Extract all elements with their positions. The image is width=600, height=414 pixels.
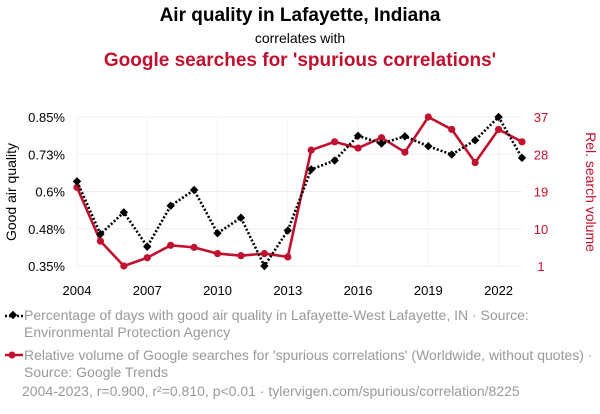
- series-search-volume-point: [260, 249, 268, 258]
- series-air-quality-line: [75, 115, 524, 268]
- y-axis-label-right: Rel. search volume: [583, 132, 599, 252]
- chart-title: Air quality in Lafayette, Indiana: [159, 5, 441, 26]
- series-search-volume-point: [190, 243, 198, 251]
- series-layer: [72, 112, 527, 271]
- y-tick-label-left: 0.48%: [28, 222, 65, 237]
- series-search-volume-point: [354, 144, 362, 152]
- x-tick-label: 2010: [203, 283, 232, 298]
- series-air-quality-point: [213, 229, 222, 238]
- series-search-volume-point: [471, 158, 479, 167]
- series-air-quality-point: [119, 208, 129, 217]
- series-air-quality-point: [424, 142, 433, 151]
- series-air-quality-point: [283, 226, 292, 235]
- legend-label-air-quality: Percentage of days with good air quality…: [24, 307, 529, 340]
- series-air-quality-point: [260, 261, 269, 271]
- x-tick-label: 2016: [344, 283, 373, 298]
- series-search-volume-point: [284, 253, 292, 261]
- series-air-quality-point: [72, 177, 82, 186]
- series-air-quality-point: [400, 132, 410, 141]
- series-search-volume-point: [307, 146, 315, 154]
- chart-subtitle: correlates with: [254, 30, 346, 46]
- x-tick-label: 2022: [484, 283, 513, 298]
- series-air-quality-point: [166, 201, 175, 211]
- x-tick-label: 2004: [63, 283, 92, 298]
- x-tick-label: 2019: [414, 283, 443, 298]
- series-air-quality-point: [377, 139, 386, 148]
- series-air-quality-point: [494, 112, 503, 122]
- series-search-volume-point: [167, 241, 175, 249]
- y-tick-label-right: 19: [534, 185, 548, 200]
- series-air-quality-point: [96, 229, 105, 239]
- y-tick-label-right: 28: [534, 147, 548, 162]
- series-air-quality-point: [307, 165, 316, 174]
- series-air-quality-point: [330, 156, 339, 165]
- chart-title-secondary: Google searches for 'spurious correlatio…: [103, 50, 497, 71]
- series-search-volume-point: [424, 113, 432, 121]
- y-axis-label-left: Good air quality: [3, 143, 19, 241]
- y-tick-label-right: 1: [537, 259, 544, 274]
- series-search-volume-point: [143, 254, 151, 262]
- x-tick-label: 2007: [133, 283, 162, 298]
- series-search-volume-point: [448, 125, 456, 134]
- y-tick-label-left: 0.85%: [28, 110, 65, 125]
- series-air-quality-point: [189, 185, 199, 195]
- y-tick-label-right: 10: [534, 222, 548, 237]
- legend-swatch-solid-circle: [5, 351, 23, 359]
- y-tick-label-left: 0.35%: [28, 259, 65, 274]
- series-air-quality-point: [470, 136, 480, 145]
- axis-ticks: 0.35% 0.48% 0.6% 0.73% 0.85% 1 10 19 28 37 2004 200…: [28, 110, 548, 298]
- grid-lines: [76, 116, 522, 267]
- series-search-volume-point: [494, 125, 503, 134]
- series-search-volume-point: [120, 262, 128, 270]
- series-search-volume-point: [377, 134, 386, 142]
- y-tick-label-left: 0.73%: [28, 147, 65, 162]
- series-search-volume-point: [331, 138, 339, 146]
- legend-label-search-volume: Relative volume of Google searches for '…: [24, 347, 593, 380]
- series-search-volume-point: [518, 138, 526, 146]
- series-search-volume-point: [96, 237, 105, 245]
- series-air-quality-point: [143, 242, 152, 251]
- chart-footer: 2004-2023, r=0.900, r²=0.810, p<0.01 · t…: [22, 383, 520, 399]
- series-air-quality-point: [447, 150, 456, 159]
- series-air-quality-point: [353, 131, 363, 140]
- series-air-quality-point: [236, 213, 246, 222]
- series-search-volume-point: [401, 148, 409, 156]
- y-tick-label-right: 37: [534, 110, 548, 125]
- series-search-volume-point: [237, 252, 245, 260]
- legend-swatch-dotted-diamond: [5, 310, 23, 320]
- series-search-volume-point: [213, 249, 222, 258]
- y-tick-label-left: 0.6%: [35, 185, 65, 200]
- x-tick-label: 2013: [273, 283, 302, 298]
- series-air-quality-point: [517, 153, 527, 163]
